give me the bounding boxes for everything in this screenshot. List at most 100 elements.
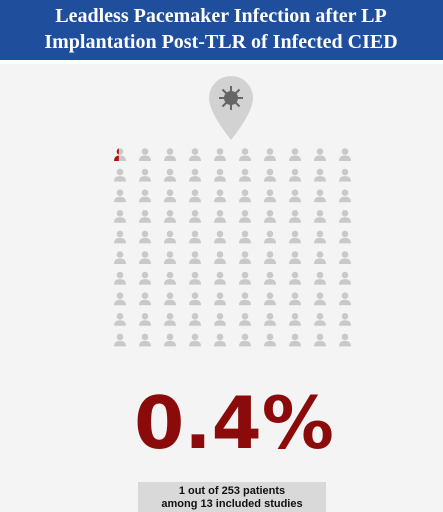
caption-box bbox=[138, 482, 326, 512]
person-icon bbox=[339, 189, 351, 203]
person-icon bbox=[214, 251, 226, 264]
person-icon bbox=[214, 168, 226, 182]
person-icon bbox=[289, 230, 301, 244]
person-icon bbox=[339, 230, 351, 244]
person-icon bbox=[239, 168, 251, 182]
person-icon bbox=[189, 313, 201, 326]
person-icon bbox=[339, 210, 351, 223]
person-icon bbox=[164, 292, 176, 306]
person-icon bbox=[114, 313, 126, 326]
person-icon-filled bbox=[114, 148, 119, 161]
person-icon bbox=[314, 189, 326, 203]
person-icon bbox=[314, 168, 326, 182]
person-icon bbox=[289, 333, 301, 347]
person-icon bbox=[139, 168, 151, 182]
person-icon bbox=[339, 251, 351, 264]
person-icon bbox=[264, 271, 276, 285]
person-icon bbox=[264, 189, 276, 203]
person-icon bbox=[189, 210, 201, 223]
person-icon bbox=[264, 313, 276, 326]
person-icon bbox=[139, 230, 151, 244]
person-icon bbox=[139, 313, 151, 326]
person-icon bbox=[314, 271, 326, 285]
person-icon bbox=[314, 148, 326, 161]
title-line: Implantation Post-TLR of Infected CIED bbox=[44, 31, 397, 53]
person-icon bbox=[164, 148, 176, 161]
person-icon bbox=[189, 189, 201, 203]
person-icon bbox=[164, 210, 176, 223]
person-icon bbox=[314, 230, 326, 244]
person-icon bbox=[314, 313, 326, 326]
person-icon bbox=[164, 313, 176, 326]
person-icon bbox=[264, 251, 276, 264]
person-icon bbox=[164, 333, 176, 347]
person-icon bbox=[289, 251, 301, 264]
person-icon bbox=[289, 210, 301, 223]
person-icon bbox=[164, 251, 176, 264]
stat-value: 0.4% bbox=[134, 381, 334, 465]
person-icon bbox=[214, 271, 226, 285]
person-icon bbox=[214, 189, 226, 203]
person-icon bbox=[239, 210, 251, 223]
person-icon bbox=[214, 230, 226, 244]
person-icon bbox=[214, 148, 226, 161]
person-icon bbox=[189, 148, 201, 161]
person-icon bbox=[289, 148, 301, 161]
person-icon bbox=[239, 271, 251, 285]
person-icon bbox=[139, 251, 151, 264]
person-icon bbox=[189, 271, 201, 285]
person-icon bbox=[264, 230, 276, 244]
person-icon bbox=[289, 271, 301, 285]
person-icon bbox=[289, 189, 301, 203]
person-icon bbox=[239, 251, 251, 264]
person-icon bbox=[289, 292, 301, 306]
person-icon bbox=[239, 292, 251, 306]
person-icon bbox=[339, 168, 351, 182]
person-icon bbox=[139, 210, 151, 223]
person-icon bbox=[114, 168, 126, 182]
person-icon bbox=[164, 230, 176, 244]
person-icon bbox=[139, 333, 151, 347]
person-icon bbox=[339, 292, 351, 306]
person-icon bbox=[314, 292, 326, 306]
person-icon bbox=[339, 271, 351, 285]
person-icon bbox=[214, 292, 226, 306]
person-icon bbox=[239, 230, 251, 244]
person-icon bbox=[239, 189, 251, 203]
header-band bbox=[0, 0, 443, 60]
person-icon bbox=[289, 168, 301, 182]
person-icon bbox=[139, 148, 151, 161]
person-icon bbox=[114, 292, 126, 306]
person-icon bbox=[164, 271, 176, 285]
person-icon bbox=[164, 168, 176, 182]
person-icon bbox=[264, 168, 276, 182]
person-icon bbox=[139, 292, 151, 306]
person-icon bbox=[239, 333, 251, 347]
person-icon bbox=[339, 148, 351, 161]
person-icon bbox=[214, 210, 226, 223]
person-icon bbox=[289, 313, 301, 326]
person-icon bbox=[114, 189, 126, 203]
person-icon bbox=[314, 333, 326, 347]
person-icon bbox=[314, 251, 326, 264]
person-icon bbox=[139, 271, 151, 285]
person-icon bbox=[339, 313, 351, 326]
person-icon bbox=[114, 333, 126, 347]
person-icon bbox=[264, 148, 276, 161]
icon-array bbox=[114, 148, 351, 347]
person-icon bbox=[239, 148, 251, 161]
person-icon bbox=[189, 230, 201, 244]
person-icon bbox=[189, 168, 201, 182]
person-icon bbox=[114, 251, 126, 264]
person-icon bbox=[139, 189, 151, 203]
person-icon bbox=[314, 210, 326, 223]
panel bbox=[0, 64, 443, 512]
person-icon bbox=[264, 292, 276, 306]
person-icon bbox=[339, 333, 351, 347]
title-line: Leadless Pacemaker Infection after LP bbox=[55, 5, 386, 27]
person-icon bbox=[264, 333, 276, 347]
person-icon bbox=[214, 313, 226, 326]
person-icon bbox=[189, 292, 201, 306]
